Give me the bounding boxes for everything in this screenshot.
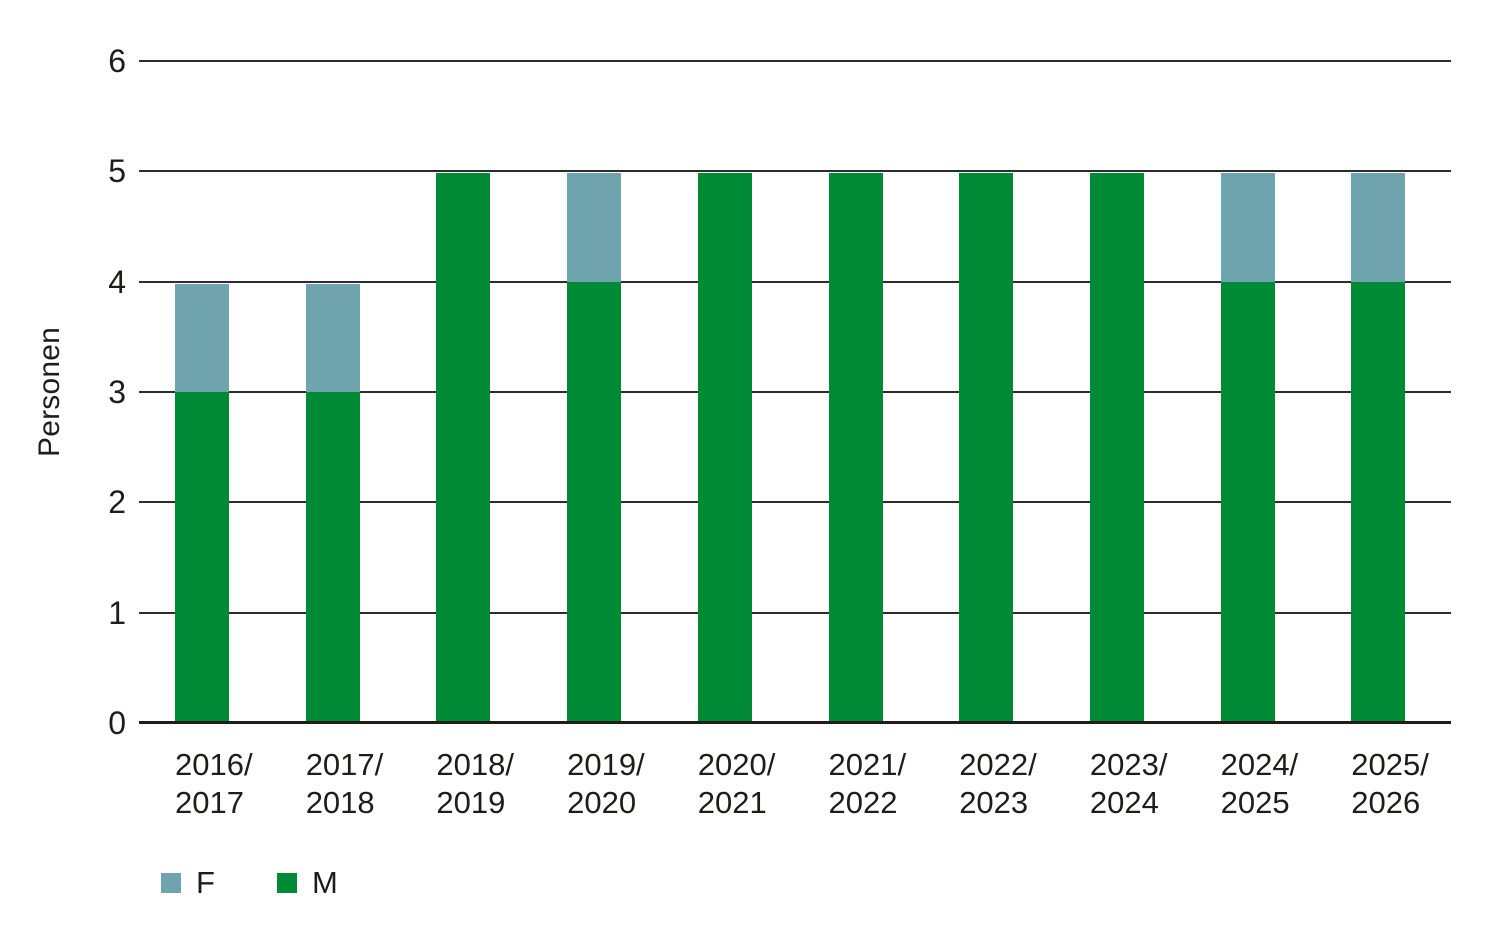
y-tick-label-0: 0 xyxy=(108,705,126,741)
y-tick-label-1: 1 xyxy=(108,594,126,631)
bar-2019-2020 xyxy=(567,61,622,723)
bar-segment-m-2021-2022 xyxy=(828,173,883,723)
x-tick-label-2020-2021: 2020/ 2021 xyxy=(697,747,776,820)
gridline-y-6 xyxy=(139,60,1451,62)
y-tick-label-2: 2 xyxy=(108,484,126,521)
y-tick-label-5: 5 xyxy=(108,153,126,190)
bar-segment-f-2024-2025 xyxy=(1220,173,1275,282)
legend-label-m: M xyxy=(311,865,338,900)
legend-swatch-m xyxy=(276,872,297,893)
bar-segment-f-2025-2026 xyxy=(1351,173,1406,282)
bar-segment-m-2019-2020 xyxy=(567,281,622,723)
x-tick-label-2021-2022: 2021/ 2022 xyxy=(828,747,907,820)
bar-2020-2021 xyxy=(697,61,752,723)
gridline-y-2 xyxy=(139,501,1451,504)
bar-segment-f-2017-2018 xyxy=(305,283,360,392)
gridline-y-1 xyxy=(139,611,1451,614)
bar-2023-2024 xyxy=(1089,61,1144,723)
bar-2018-2019 xyxy=(436,61,491,723)
bar-2016-2017 xyxy=(175,61,229,723)
legend-item-f: F xyxy=(161,867,215,898)
bar-2025-2026 xyxy=(1351,61,1406,723)
bar-segment-m-2016-2017 xyxy=(175,392,229,723)
x-tick-label-2016-2017: 2016/ 2017 xyxy=(175,747,253,820)
x-axis-line xyxy=(139,721,1451,724)
bar-2021-2022 xyxy=(828,61,883,723)
bar-segment-m-2025-2026 xyxy=(1351,281,1406,723)
gridline-y-5 xyxy=(139,170,1451,173)
x-tick-label-2024-2025: 2024/ 2025 xyxy=(1220,747,1299,820)
x-tick-label-2018-2019: 2018/ 2019 xyxy=(436,747,514,820)
bar-segment-m-2023-2024 xyxy=(1089,173,1144,723)
bar-2022-2023 xyxy=(959,61,1014,723)
y-tick-label-3: 3 xyxy=(108,374,126,410)
bar-segment-m-2022-2023 xyxy=(959,173,1014,723)
x-tick-label-2025-2026: 2025/ 2026 xyxy=(1351,747,1429,820)
x-tick-label-2023-2024: 2023/ 2024 xyxy=(1089,747,1168,820)
bar-2017-2018 xyxy=(305,61,360,723)
gridline-y-3 xyxy=(139,391,1451,393)
bar-2024-2025 xyxy=(1220,61,1275,723)
x-tick-label-2019-2020: 2019/ 2020 xyxy=(567,747,645,820)
bar-segment-m-2020-2021 xyxy=(697,173,752,723)
bar-segment-m-2017-2018 xyxy=(305,392,360,723)
bar-segment-m-2018-2019 xyxy=(436,173,491,723)
bar-segment-m-2024-2025 xyxy=(1220,281,1275,723)
bar-segment-f-2019-2020 xyxy=(567,173,622,282)
legend-swatch-f xyxy=(161,872,181,893)
bar-segment-f-2016-2017 xyxy=(175,283,229,392)
legend-item-m: M xyxy=(276,865,338,900)
y-tick-label-4: 4 xyxy=(108,263,126,300)
gridline-y-4 xyxy=(139,280,1451,283)
plot-area xyxy=(139,60,1451,724)
legend-label-f: F xyxy=(196,865,215,900)
x-tick-label-2017-2018: 2017/ 2018 xyxy=(305,747,384,820)
y-tick-label-6: 6 xyxy=(108,43,126,79)
x-tick-label-2022-2023: 2022/ 2023 xyxy=(959,747,1037,820)
